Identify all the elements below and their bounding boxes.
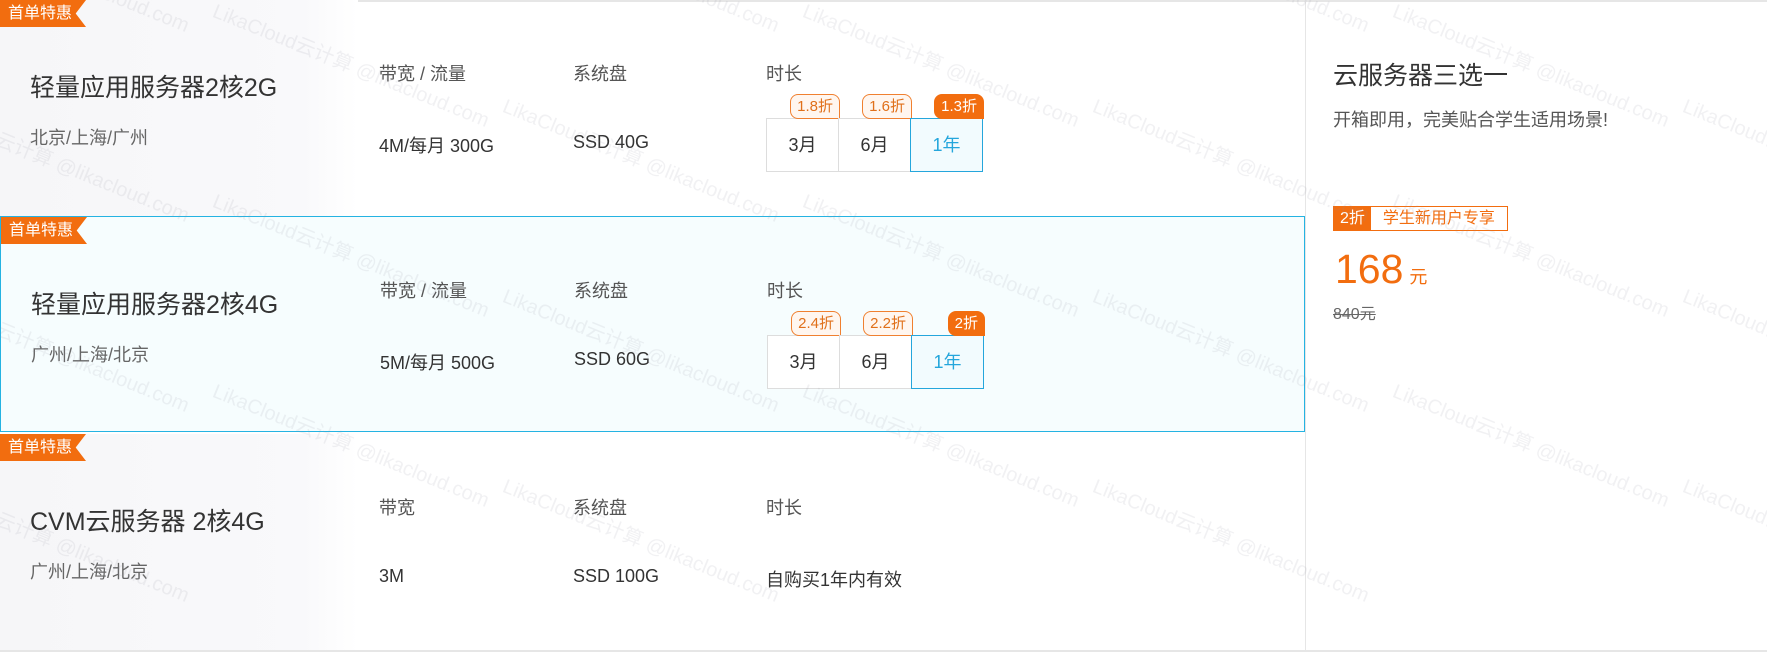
product-row[interactable]: 首单特惠 轻量应用服务器2核4G 广州/上海/北京 带宽 / 流量 系统盘 时长… [0,216,1305,432]
product-title: 轻量应用服务器2核4G [31,291,279,319]
duration-label: 3月 [788,135,817,155]
row-left-bg [0,434,358,650]
disk-header: 系统盘 [574,281,628,301]
row-left-bg [0,0,358,216]
disk-value: SSD 100G [573,566,660,586]
price-unit: 元 [1409,267,1428,287]
price: 168 元 [1335,246,1427,293]
duration-option[interactable]: 6月 1.6折 [838,94,912,172]
discount-badge: 1.8折 [790,94,840,119]
disk-value: SSD 40G [573,132,650,152]
first-order-tag: 首单特惠 [0,0,87,27]
first-order-tag: 首单特惠 [0,434,87,461]
product-row[interactable]: 首单特惠 CVM云服务器 2核4G 广州/上海/北京 带宽 系统盘 时长 3M … [0,434,1305,650]
duration-header: 时长 [766,498,802,518]
duration-label: 6月 [860,135,889,155]
duration-header: 时长 [767,281,803,301]
promo-badge: 2折 学生新用户专享 [1333,206,1508,231]
discount-label: 2折 [1334,207,1371,230]
product-location: 北京/上海/广州 [30,128,149,148]
duration-option[interactable]: 1年 2折 [911,311,985,389]
row-left-bg [1,217,359,431]
disk-value: SSD 60G [574,349,651,369]
promo-label: 学生新用户专享 [1370,207,1507,230]
discount-badge: 1.3折 [934,94,984,119]
bandwidth-header: 带宽 / 流量 [380,281,468,301]
duration-option[interactable]: 3月 2.4折 [767,311,841,389]
bandwidth-header: 带宽 / 流量 [379,64,467,84]
duration-header: 时长 [766,64,802,84]
duration-option[interactable]: 6月 2.2折 [839,311,913,389]
product-location: 广州/上海/北京 [30,562,149,582]
product-row[interactable]: 首单特惠 轻量应用服务器2核2G 北京/上海/广州 带宽 / 流量 系统盘 时长… [0,0,1305,216]
offer-title: 云服务器三选一 [1333,62,1509,90]
duration-label: 1年 [932,135,961,155]
duration-selector: 3月 2.4折 6月 2.2折 1年 2折 [767,311,985,389]
discount-badge: 2.2折 [863,311,913,336]
duration-label: 3月 [789,352,818,372]
first-order-tag: 首单特惠 [1,217,88,244]
duration-value: 自购买1年内有效 [766,570,903,590]
bandwidth-value: 4M/每月 300G [379,136,495,156]
offer-panel: 云服务器三选一 开箱即用，完美贴合学生适用场景! 2折 学生新用户专享 168 元… [1305,0,1767,652]
duration-label: 1年 [933,352,962,372]
discount-badge: 2折 [947,311,985,336]
product-location: 广州/上海/北京 [31,345,150,365]
price-value: 168 [1335,246,1404,292]
duration-selector: 3月 1.8折 6月 1.6折 1年 1.3折 [766,94,984,172]
product-title: 轻量应用服务器2核2G [30,74,278,102]
product-title: CVM云服务器 2核4G [30,508,265,536]
discount-badge: 1.6折 [862,94,912,119]
disk-header: 系统盘 [573,498,627,518]
duration-option[interactable]: 1年 1.3折 [910,94,984,172]
original-price: 840元 [1333,306,1376,323]
bandwidth-value: 3M [379,566,405,586]
duration-option[interactable]: 3月 1.8折 [766,94,840,172]
bandwidth-value: 5M/每月 500G [380,353,496,373]
discount-badge: 2.4折 [791,311,841,336]
duration-label: 6月 [861,352,890,372]
bandwidth-header: 带宽 [379,498,415,518]
disk-header: 系统盘 [573,64,627,84]
offer-subtitle: 开箱即用，完美贴合学生适用场景! [1333,110,1608,130]
